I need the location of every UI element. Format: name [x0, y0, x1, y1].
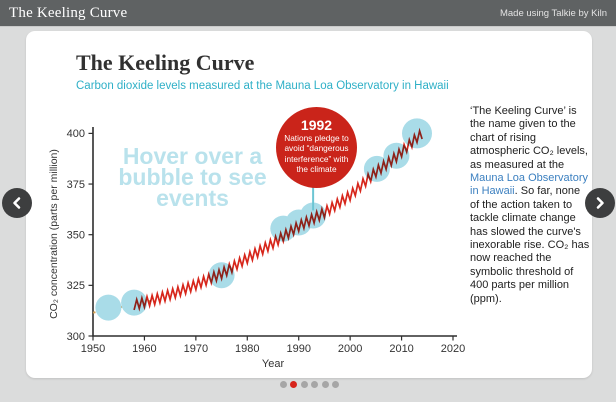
y-tick-label: 350 — [67, 230, 85, 242]
credit-text: Made using Talkie by Kiln — [499, 7, 607, 19]
x-tick-label: 1960 — [132, 343, 156, 355]
x-tick-label: 1980 — [235, 343, 259, 355]
x-tick-label: 2020 — [441, 343, 465, 355]
annotation-text-line: Nations pledge to — [284, 133, 349, 143]
sidebar-text-part: . So far, none of the action taken to ta… — [470, 185, 590, 305]
keeling-curve-chart: 300 325 350 375 400 1950 1960 1970 1980 1990 2000 2… — [48, 118, 465, 370]
top-bar: The Keeling Curve Made using Talkie by K… — [0, 0, 616, 27]
y-axis-title: CO₂ concentration (parts per million) — [48, 149, 60, 319]
annotation-text-line: interference” with — [284, 153, 349, 164]
sidebar-text-part: ‘The Keeling Curve’ is the name given to… — [470, 105, 588, 171]
hover-hint-line: bubble to see — [118, 164, 267, 190]
pagination-dot-4[interactable] — [311, 381, 319, 388]
pagination-dot-5[interactable] — [321, 381, 329, 388]
x-tick-label: 1970 — [184, 343, 208, 355]
chevron-right-icon — [596, 197, 604, 209]
event-bubble[interactable] — [121, 289, 148, 316]
pagination-dot-3[interactable] — [300, 381, 308, 388]
x-tick-label: 1950 — [81, 343, 105, 355]
co2-zigzag-line — [133, 127, 423, 312]
y-tick-label: 375 — [67, 179, 85, 191]
pagination-dot-1[interactable] — [280, 381, 287, 388]
event-bubble[interactable] — [95, 294, 122, 321]
x-tick-label: 1990 — [286, 343, 310, 355]
annotation-year: 1992 — [300, 117, 333, 133]
previous-slide-button[interactable] — [2, 188, 32, 218]
hover-hint-line: events — [156, 185, 229, 211]
annotation-text-line: the climate — [296, 163, 337, 174]
slide-title: The Keeling Curve — [76, 50, 255, 75]
chevron-left-icon — [13, 197, 21, 209]
slide-subtitle: Carbon dioxide levels measured at the Ma… — [76, 80, 449, 92]
app-title: The Keeling Curve — [9, 4, 128, 21]
y-tick-label: 325 — [67, 280, 85, 292]
slide-pagination-dots — [280, 381, 339, 388]
event-annotation-bubble[interactable]: 1992 Nations pledge to avoid “dangerous … — [276, 107, 357, 188]
x-tick-label: 2010 — [389, 343, 413, 355]
pagination-dot-2[interactable] — [290, 381, 298, 388]
y-tick-label: 400 — [67, 128, 85, 140]
y-tick-label: 300 — [67, 331, 85, 343]
hover-hint-text: Hover over a bubble to see events — [90, 143, 295, 211]
hover-hint-line: Hover over a — [122, 143, 263, 169]
x-tick-label: 2000 — [338, 343, 362, 355]
next-slide-button[interactable] — [585, 188, 615, 218]
x-axis-title: Year — [262, 358, 285, 370]
sidebar-description: ‘The Keeling Curve’ is the name given to… — [470, 105, 591, 306]
pagination-dot-6[interactable] — [331, 381, 339, 388]
annotation-text-line: avoid “dangerous — [284, 143, 349, 154]
mauna-loa-link[interactable]: Mauna Loa Observatory in Hawaii — [470, 172, 589, 198]
